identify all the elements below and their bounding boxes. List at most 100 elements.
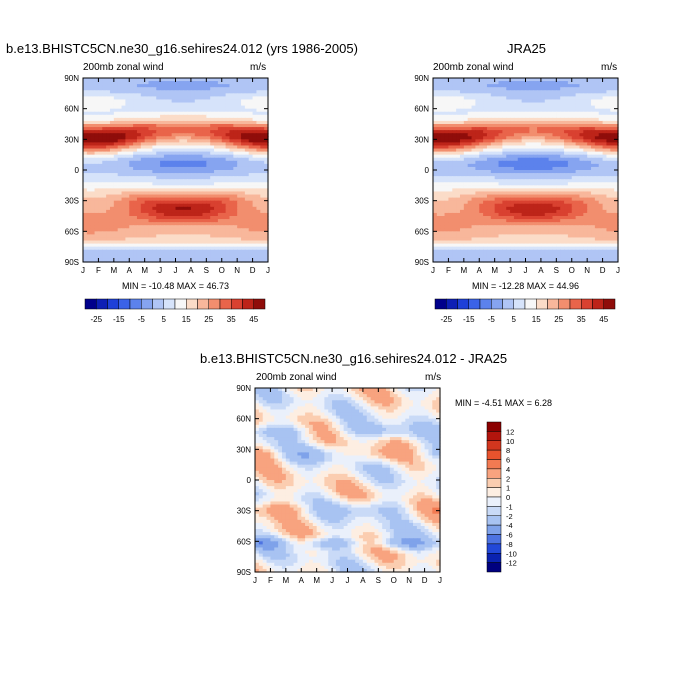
heatmap-cell <box>125 114 130 119</box>
heatmap-cell <box>156 145 161 150</box>
heatmap-cell <box>564 117 569 122</box>
heatmap-cell <box>106 231 111 235</box>
heatmap-cell <box>210 231 215 235</box>
heatmap-cell <box>248 258 254 263</box>
heatmap-cell <box>475 120 480 125</box>
heatmap-cell <box>548 111 554 116</box>
heatmap-cell <box>533 148 538 153</box>
heatmap-cell <box>521 124 527 128</box>
heatmap-cell <box>529 197 534 202</box>
heatmap-cell <box>144 188 150 193</box>
heatmap-cell <box>214 96 219 101</box>
heatmap-cell <box>136 163 142 168</box>
heatmap-cell <box>544 87 550 91</box>
heatmap-cell <box>229 234 234 239</box>
heatmap-cell <box>594 99 600 104</box>
heatmap-cell <box>479 194 484 199</box>
heatmap-cell <box>475 90 480 94</box>
heatmap-cell <box>233 111 238 116</box>
heatmap-cell <box>490 173 496 177</box>
heatmap-cell <box>529 188 534 193</box>
heatmap-cell <box>483 96 488 101</box>
heatmap-cell <box>214 197 219 202</box>
heatmap-cell <box>614 124 619 128</box>
heatmap-cell <box>517 151 523 156</box>
heatmap-cell <box>144 151 150 156</box>
heatmap-cell <box>113 84 119 88</box>
heatmap-cell <box>210 212 215 217</box>
heatmap-cell <box>98 252 103 257</box>
heatmap-cell <box>175 170 180 174</box>
heatmap-cell <box>113 234 119 239</box>
heatmap-cell <box>140 243 146 248</box>
heatmap-cell <box>264 136 269 140</box>
heatmap-cell <box>233 179 238 183</box>
heatmap-cell <box>548 163 554 168</box>
heatmap-cell <box>548 173 554 177</box>
heatmap-cell <box>594 102 600 107</box>
heatmap-cell <box>214 219 219 223</box>
heatmap-cell <box>264 255 269 260</box>
heatmap-cell <box>264 127 269 131</box>
heatmap-cell <box>206 222 211 226</box>
heatmap-cell <box>237 179 242 183</box>
heatmap-cell <box>129 130 134 134</box>
heatmap-cell <box>83 93 88 97</box>
heatmap-cell <box>506 108 511 113</box>
heatmap-cell <box>510 90 515 94</box>
heatmap-cell <box>83 124 88 128</box>
heatmap-cell <box>436 151 442 156</box>
heatmap-cell <box>502 78 507 82</box>
heatmap-cell <box>136 200 142 205</box>
heatmap-cell <box>533 179 538 183</box>
heatmap-cell <box>537 151 542 156</box>
heatmap-cell <box>587 102 592 107</box>
heatmap-cell <box>471 188 476 193</box>
heatmap-cell <box>237 185 242 189</box>
heatmap-cell <box>225 84 231 88</box>
heatmap-cell <box>102 216 107 220</box>
heatmap-cell <box>506 163 511 168</box>
heatmap-cell <box>194 87 200 91</box>
heatmap-cell <box>156 127 161 131</box>
heatmap-cell <box>579 93 584 97</box>
heatmap-cell <box>244 179 250 183</box>
heatmap-cell <box>614 176 619 180</box>
heatmap-cell <box>233 78 238 82</box>
heatmap-cell <box>167 102 173 107</box>
heatmap-cell <box>144 105 150 110</box>
heatmap-cell <box>202 176 207 180</box>
heatmap-cell <box>463 203 469 208</box>
heatmap-cell <box>136 84 142 88</box>
heatmap-cell <box>90 99 96 104</box>
heatmap-cell <box>513 200 519 205</box>
heatmap-cell <box>156 173 161 177</box>
heatmap-cell <box>606 120 611 125</box>
heatmap-cell <box>556 105 561 110</box>
heatmap-cell <box>610 102 615 107</box>
heatmap-cell <box>459 176 465 180</box>
heatmap-cell <box>237 200 242 205</box>
heatmap-cell <box>90 114 96 119</box>
heatmap-cell <box>175 176 180 180</box>
heatmap-cell <box>102 127 107 131</box>
heatmap-cell <box>567 96 573 101</box>
heatmap-cell <box>560 154 565 159</box>
heatmap-cell <box>210 170 215 174</box>
heatmap-cell <box>544 203 550 208</box>
heatmap-cell <box>244 160 250 165</box>
heatmap-cell <box>217 228 223 232</box>
heatmap-cell <box>98 258 103 263</box>
heatmap-cell <box>513 127 519 131</box>
heatmap-cell <box>452 96 457 101</box>
heatmap-cell <box>225 182 231 186</box>
heatmap-cell <box>113 130 119 134</box>
heatmap-cell <box>598 173 604 177</box>
heatmap-cell <box>221 139 227 143</box>
heatmap-cell <box>594 151 600 156</box>
heatmap-cell <box>548 133 554 137</box>
heatmap-cell <box>214 114 219 119</box>
heatmap-cell <box>113 78 119 82</box>
heatmap-cell <box>90 160 96 165</box>
heatmap-cell <box>444 179 450 183</box>
